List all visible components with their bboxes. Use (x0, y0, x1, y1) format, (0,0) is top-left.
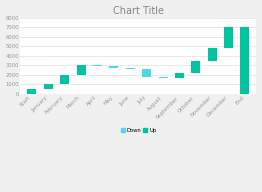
Bar (126, 68, 135, 69)
Bar (175, 73, 184, 78)
Bar (77, 65, 86, 75)
Bar (224, 27, 233, 48)
Bar (159, 77, 167, 78)
Bar (44, 84, 53, 89)
Legend: Down, Up: Down, Up (118, 126, 159, 135)
Bar (208, 48, 217, 61)
Bar (241, 27, 249, 94)
Bar (191, 61, 200, 73)
Bar (93, 65, 102, 66)
Bar (60, 75, 69, 84)
Title: Chart Title: Chart Title (113, 6, 164, 16)
Bar (109, 66, 118, 68)
Bar (28, 89, 36, 94)
Bar (142, 69, 151, 77)
